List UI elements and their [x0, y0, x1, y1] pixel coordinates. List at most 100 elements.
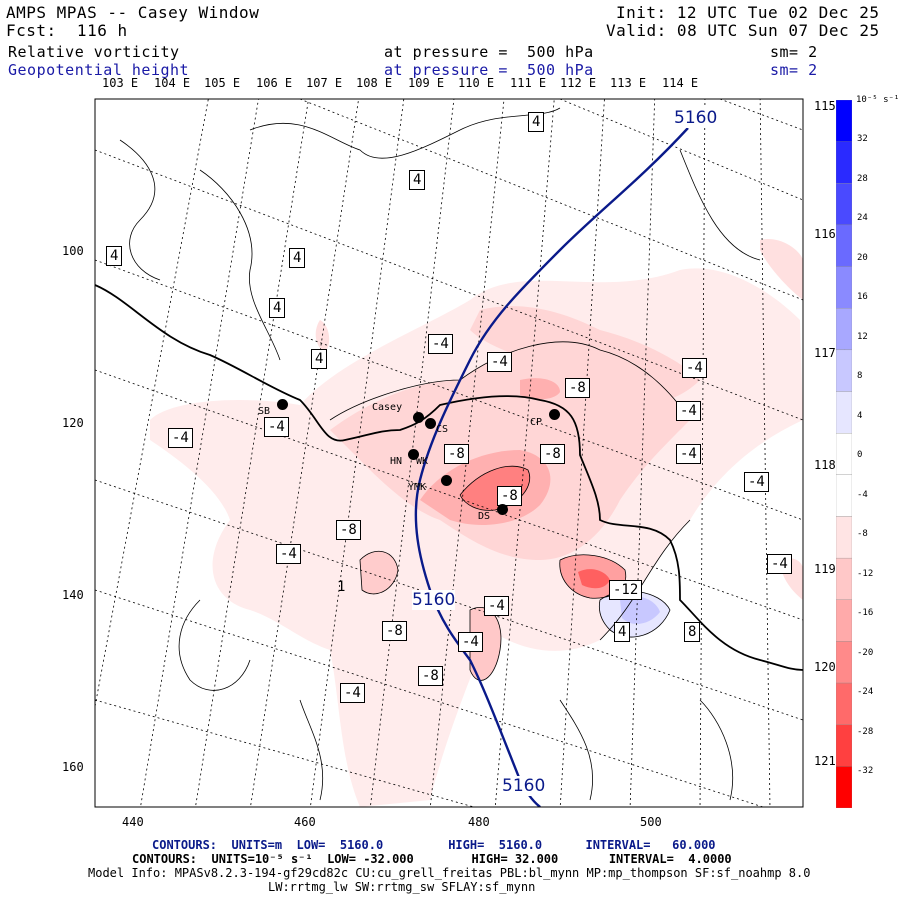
station-marker — [425, 418, 436, 429]
forecast-hour: Fcst: 116 h — [6, 21, 128, 40]
contour-value-box: 4 — [311, 349, 328, 369]
colorbar-unit: 10⁻⁵ s⁻¹ — [856, 95, 900, 105]
colorbar-swatch — [836, 641, 852, 684]
field1-level: at pressure = 500 hPa — [384, 43, 594, 61]
footer-physics: LW:rrtmg_lw SW:rrtmg_sw SFLAY:sf_mynn — [268, 880, 536, 894]
colorbar-tick-label: -28 — [857, 726, 874, 737]
y-tick-label: 140 — [62, 588, 84, 602]
contour-value-box: 8 — [684, 622, 701, 642]
contour-value-box: -8 — [497, 486, 522, 506]
station-label: CP — [530, 417, 543, 428]
colorbar-swatch — [836, 183, 852, 226]
y-tick-label: 160 — [62, 760, 84, 774]
top-lon-label: 110 E — [458, 76, 495, 90]
top-lon-label: 104 E — [154, 76, 191, 90]
field2-name: Geopotential height — [8, 61, 190, 79]
x-tick-label: 460 — [294, 815, 316, 829]
colorbar-tick-label: 16 — [857, 292, 868, 302]
colorbar-tick-label: 4 — [857, 410, 863, 421]
top-lon-label: 105 E — [204, 76, 241, 90]
height-contour-5160 — [414, 127, 689, 807]
station-label: YMK — [408, 482, 427, 493]
colorbar-tick-label: 0 — [857, 450, 863, 460]
contour-value-box: 4 — [106, 246, 123, 266]
contour-value-box: 4 — [528, 112, 545, 132]
y-tick-label: 120 — [62, 416, 84, 430]
top-lon-label: 108 E — [356, 76, 393, 90]
colorbar-swatch — [836, 557, 852, 600]
colorbar-tick-label: -24 — [857, 687, 874, 697]
colorbar-swatch — [836, 682, 852, 725]
station-marker — [497, 504, 508, 515]
contour-value-box: -4 — [682, 358, 707, 378]
footer-height-contours: CONTOURS: UNITS=m LOW= 5160.0 HIGH= 5160… — [152, 838, 716, 852]
footer-vorticity-contours: CONTOURS: UNITS=10⁻⁵ s⁻¹ LOW= -32.000 HI… — [132, 852, 732, 866]
contour-value-box: -8 — [540, 444, 565, 464]
contour-value-box: -4 — [484, 596, 509, 616]
contour-value-box: -8 — [418, 666, 443, 686]
contour-value-box: 4 — [269, 298, 286, 318]
station-marker — [277, 399, 288, 410]
colorbar-swatch — [836, 433, 852, 475]
colorbar-tick-label: -4 — [857, 489, 868, 500]
colorbar-tick-label: 12 — [857, 331, 868, 342]
top-lon-label: 113 E — [610, 76, 647, 90]
colorbar-swatch — [836, 308, 852, 351]
top-lon-label: 111 E — [510, 76, 547, 90]
contour-value-box: -12 — [609, 580, 643, 600]
contour-value-box: -4 — [276, 544, 301, 564]
colorbar-swatch — [836, 599, 852, 642]
station-marker — [408, 449, 419, 460]
colorbar-tick-label: 8 — [857, 371, 863, 381]
colorbar-tick-label: -16 — [857, 608, 874, 618]
colorbar-swatch — [836, 224, 852, 267]
station-label: DS — [478, 511, 491, 522]
vorticity-shading — [150, 239, 803, 807]
colorbar-tick-label: -32 — [857, 766, 874, 776]
contour-value-box: -4 — [487, 352, 512, 372]
contour-value-box: 4 — [614, 622, 631, 642]
coastline — [95, 284, 803, 671]
field2-level: at pressure = 500 hPa — [384, 61, 594, 79]
colorbar-tick-label: -8 — [857, 529, 868, 539]
station-label: SB — [258, 406, 271, 417]
contour-value-box: -4 — [264, 417, 289, 437]
colorbar-swatch — [836, 724, 852, 767]
contour-value-box: -8 — [444, 444, 469, 464]
field1-smoothing: sm= 2 — [770, 43, 818, 61]
contour-value-box: -4 — [458, 632, 483, 652]
contour-value-box: -4 — [168, 428, 193, 448]
station-label: HN — [390, 456, 403, 467]
colorbar-swatch — [836, 766, 852, 808]
colorbar-tick-label: -20 — [857, 647, 874, 658]
colorbar-swatch — [836, 391, 852, 434]
vorticity-colorbar — [836, 100, 852, 808]
height-contour-label: 5160 — [502, 776, 546, 796]
field2-smoothing: sm= 2 — [770, 61, 818, 79]
contour-value-box: 1 — [337, 579, 346, 595]
colorbar-swatch — [836, 266, 852, 309]
contour-value-box: 4 — [409, 170, 426, 190]
plot-frame — [94, 98, 804, 808]
colorbar-swatch — [836, 100, 852, 142]
contour-value-box: -4 — [428, 334, 453, 354]
colorbar-swatch — [836, 474, 852, 517]
init-time: Init: 12 UTC Tue 02 Dec 25 — [616, 3, 880, 22]
top-lon-label: 107 E — [306, 76, 343, 90]
station-marker — [441, 475, 452, 486]
colorbar-swatch — [836, 141, 852, 184]
station-label: Casey — [372, 402, 403, 413]
station-marker — [413, 412, 424, 423]
contour-value-box: -4 — [340, 683, 365, 703]
contour-value-box: -4 — [767, 554, 792, 574]
colorbar-swatch — [836, 516, 852, 559]
station-label: CS — [436, 424, 449, 435]
top-lon-label: 103 E — [102, 76, 139, 90]
colorbar-tick-label: 32 — [857, 134, 868, 144]
top-lon-label: 106 E — [256, 76, 293, 90]
colorbar-tick-label: 20 — [857, 252, 868, 263]
height-contour-label: 5160 — [412, 590, 456, 610]
contour-value-box: -4 — [676, 401, 701, 421]
top-lon-label: 114 E — [662, 76, 699, 90]
model-title: AMPS MPAS -- Casey Window — [6, 3, 260, 22]
